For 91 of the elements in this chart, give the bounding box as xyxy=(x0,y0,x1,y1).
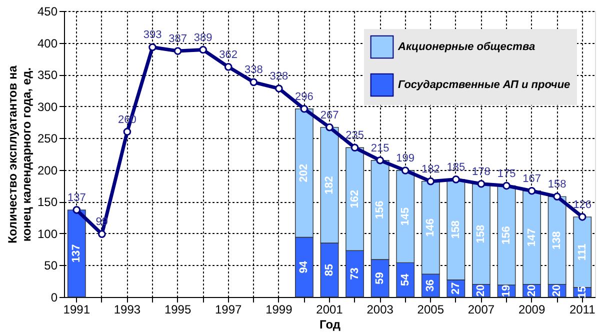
point xyxy=(275,84,283,92)
y-tick-label: 400 xyxy=(37,36,58,50)
data-label: 137 xyxy=(70,244,83,263)
point xyxy=(502,182,510,190)
data-label: 235 xyxy=(346,130,364,142)
point xyxy=(326,123,334,132)
data-label: 158 xyxy=(450,220,462,239)
legend-label: Государственные АП и прочие xyxy=(398,79,570,91)
y-tick-label: 0 xyxy=(50,290,58,304)
data-label: 147 xyxy=(526,228,538,247)
data-label: 162 xyxy=(348,190,361,208)
x-tick-label: 1995 xyxy=(164,302,192,316)
x-tick-label: 2007 xyxy=(468,302,495,316)
x-tick-label: 2011 xyxy=(569,302,596,316)
data-label: 156 xyxy=(500,226,512,245)
point xyxy=(199,46,207,54)
point xyxy=(553,192,561,200)
data-label: 15 xyxy=(576,286,588,298)
x-tick-label: 2001 xyxy=(316,302,344,316)
point xyxy=(452,176,460,184)
legend-label: Акционерные общества xyxy=(397,41,536,53)
data-label: 85 xyxy=(324,264,336,276)
point xyxy=(174,47,182,55)
y-tick-label: 250 xyxy=(37,132,58,146)
x-tick-label: 1993 xyxy=(114,302,141,316)
data-label: 20 xyxy=(475,284,488,297)
data-label: 138 xyxy=(551,231,564,250)
y-tick-label: 150 xyxy=(37,195,58,210)
bar xyxy=(67,210,86,298)
data-label: 156 xyxy=(374,200,386,220)
data-label: 59 xyxy=(374,272,386,284)
data-label: 199 xyxy=(396,152,415,165)
y-tick-label: 300 xyxy=(37,100,58,114)
data-label: 393 xyxy=(143,29,162,42)
point xyxy=(401,166,410,174)
data-label: 175 xyxy=(497,168,516,180)
data-label: 215 xyxy=(370,142,390,154)
point xyxy=(300,104,308,113)
x-tick-label: 2003 xyxy=(366,302,394,316)
data-label: 54 xyxy=(399,272,412,286)
y-tick-label: 350 xyxy=(37,68,58,82)
x-tick-label: 1997 xyxy=(215,302,242,316)
y-tick-label: 50 xyxy=(44,258,58,273)
y-tick-label: 450 xyxy=(37,4,58,18)
data-label: 111 xyxy=(576,244,588,261)
y-tick-label: 100 xyxy=(37,226,58,241)
data-label: 137 xyxy=(67,192,86,204)
data-label: 167 xyxy=(522,172,541,185)
point xyxy=(224,63,232,71)
data-label: 73 xyxy=(348,268,361,280)
data-label: 178 xyxy=(472,166,490,178)
point xyxy=(477,180,486,188)
data-label: 126 xyxy=(573,198,592,211)
point xyxy=(350,144,359,152)
data-label: 182 xyxy=(421,163,440,176)
point xyxy=(376,156,384,164)
x-tick-label: 1991 xyxy=(63,302,90,316)
data-label: 328 xyxy=(270,70,288,83)
data-label: 19 xyxy=(500,284,512,298)
point xyxy=(72,206,81,214)
data-label: 185 xyxy=(446,161,466,174)
point xyxy=(578,213,586,221)
data-label: 145 xyxy=(399,207,412,226)
data-label: 338 xyxy=(244,64,263,76)
data-label: 36 xyxy=(424,279,437,292)
data-label: 202 xyxy=(298,164,310,182)
data-label: 182 xyxy=(324,176,336,194)
data-label: 27 xyxy=(450,282,462,295)
point xyxy=(250,78,258,86)
point xyxy=(528,186,536,195)
data-label: 389 xyxy=(194,32,212,44)
x-tick-label: 2005 xyxy=(417,302,444,316)
data-label: 20 xyxy=(551,284,564,297)
data-label: 20 xyxy=(526,284,538,297)
data-label: 94 xyxy=(298,260,310,274)
data-label: 387 xyxy=(168,33,187,46)
data-label: 146 xyxy=(424,218,437,237)
x-tick-label: 1999 xyxy=(266,302,293,316)
data-label: 158 xyxy=(548,178,566,191)
data-label: 296 xyxy=(295,90,314,103)
x-tick-label: 2009 xyxy=(518,302,546,316)
point xyxy=(123,128,132,136)
data-label: 362 xyxy=(219,48,238,61)
point xyxy=(98,230,106,238)
y-tick-label: 200 xyxy=(37,163,58,178)
x-axis-title: Год xyxy=(320,318,341,332)
data-label: 158 xyxy=(475,224,488,244)
point xyxy=(426,177,435,186)
point xyxy=(148,43,156,52)
y-axis-title: Количество эксплуатантов на конец календарного года, ед. xyxy=(5,65,34,244)
data-label: 267 xyxy=(320,109,339,122)
